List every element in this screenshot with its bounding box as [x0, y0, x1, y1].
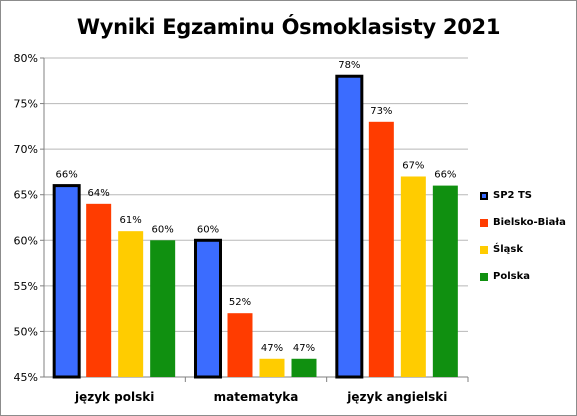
- data-label: 67%: [402, 160, 424, 171]
- x-category-label: język angielski: [346, 390, 447, 404]
- data-label: 73%: [370, 106, 392, 117]
- legend-item: Śląsk: [480, 241, 572, 258]
- legend-label: SP2 TS: [493, 190, 532, 201]
- data-label: 47%: [261, 343, 283, 354]
- x-category-label: matematyka: [214, 390, 299, 404]
- bar: [400, 176, 426, 377]
- data-label: 66%: [56, 170, 78, 181]
- data-label: 66%: [434, 170, 456, 181]
- legend-label: Bielsko-Biała: [493, 217, 566, 228]
- y-tick-label: 70%: [14, 143, 38, 156]
- legend-swatch: [480, 272, 488, 281]
- legend-swatch: [480, 218, 488, 227]
- chart-title: Wyniki Egzaminu Ósmoklasisty 2021: [76, 15, 501, 39]
- bar: [86, 203, 112, 377]
- bar: [368, 121, 394, 377]
- bar: [150, 240, 176, 377]
- legend-item: Polska: [480, 268, 572, 285]
- data-label: 60%: [197, 224, 219, 235]
- data-label: 61%: [120, 215, 142, 226]
- data-label: 47%: [293, 343, 315, 354]
- y-tick-label: 65%: [14, 189, 38, 202]
- y-tick-label: 75%: [14, 98, 38, 111]
- y-tick-label: 55%: [14, 280, 38, 293]
- legend-item: SP2 TS: [480, 187, 572, 204]
- bar: [335, 74, 364, 379]
- legend-swatch: [480, 245, 488, 254]
- y-tick-label: 80%: [14, 52, 38, 65]
- legend-label: Śląsk: [493, 244, 523, 255]
- y-tick-label: 50%: [14, 325, 38, 338]
- x-category-label: język polski: [74, 390, 154, 404]
- bar: [227, 313, 253, 377]
- bar: [194, 238, 222, 379]
- bar: [52, 184, 81, 379]
- bar: [432, 185, 458, 377]
- y-tick-label: 60%: [14, 234, 38, 247]
- data-label: 78%: [338, 60, 360, 71]
- bar: [118, 231, 144, 377]
- bar: [259, 358, 285, 377]
- data-label: 64%: [88, 188, 110, 199]
- legend-item: Bielsko-Biała: [480, 214, 572, 231]
- legend-label: Polska: [493, 271, 530, 282]
- y-tick-label: 45%: [14, 371, 38, 384]
- legend-swatch: [480, 191, 488, 200]
- legend: SP2 TS Bielsko-Biała Śląsk Polska: [480, 187, 572, 295]
- data-label: 60%: [152, 224, 174, 235]
- data-label: 52%: [229, 297, 251, 308]
- bar: [291, 358, 317, 377]
